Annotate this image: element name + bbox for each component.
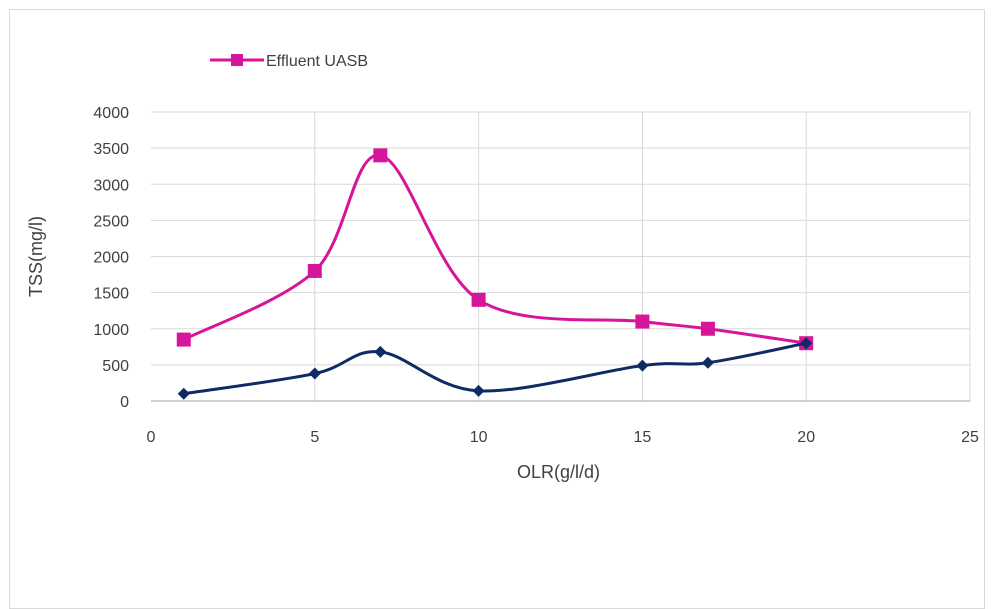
y-tick-labels: 0 500 1000 1500 2000 2500 3000 3500 4000 [93,105,129,411]
data-point-marker [374,345,387,358]
x-tick-label: 20 [797,429,815,446]
data-point-marker [635,314,650,329]
y-tick-label: 3000 [93,177,129,194]
data-point-marker [701,356,714,369]
x-tick-labels: 0 5 10 15 20 25 [147,429,979,446]
data-point-marker [636,359,649,372]
x-axis-title: OLR(g/l/d) [517,462,600,482]
y-tick-label: 1000 [93,322,129,339]
x-tick-label: 10 [470,429,488,446]
x-tick-label: 25 [961,429,979,446]
data-point-marker [800,337,813,350]
series-layer [176,148,814,400]
y-tick-label: 4000 [93,105,129,122]
series-line-2 [183,341,807,396]
data-point-marker [308,367,321,380]
series-line-1 [183,153,807,345]
y-tick-label: 500 [102,358,129,375]
y-tick-label: 3500 [93,141,129,158]
gridlines [151,111,971,401]
data-point-marker [373,148,388,163]
x-tick-label: 5 [310,429,319,446]
data-point-marker [471,292,486,307]
y-tick-label: 2500 [93,213,129,230]
data-point-marker [472,384,485,397]
y-tick-label: 2000 [93,250,129,267]
y-axis-title: TSS(mg/l) [26,216,46,297]
data-point-marker [176,332,191,347]
legend: Effluent UASB [210,53,368,70]
x-tick-label: 15 [634,429,652,446]
tss-olr-line-chart: 0 500 1000 1500 2000 2500 3000 3500 4000 0 5 10 15 2… [26,53,979,482]
legend-label-effluent-uasb: Effluent UASB [266,53,368,70]
data-point-marker [307,263,322,278]
y-tick-label: 1500 [93,286,129,303]
legend-marker-effluent-uasb [231,54,243,66]
y-tick-label: 0 [120,394,129,411]
x-tick-label: 0 [147,429,156,446]
data-point-marker [700,321,715,336]
data-point-marker [177,387,190,400]
